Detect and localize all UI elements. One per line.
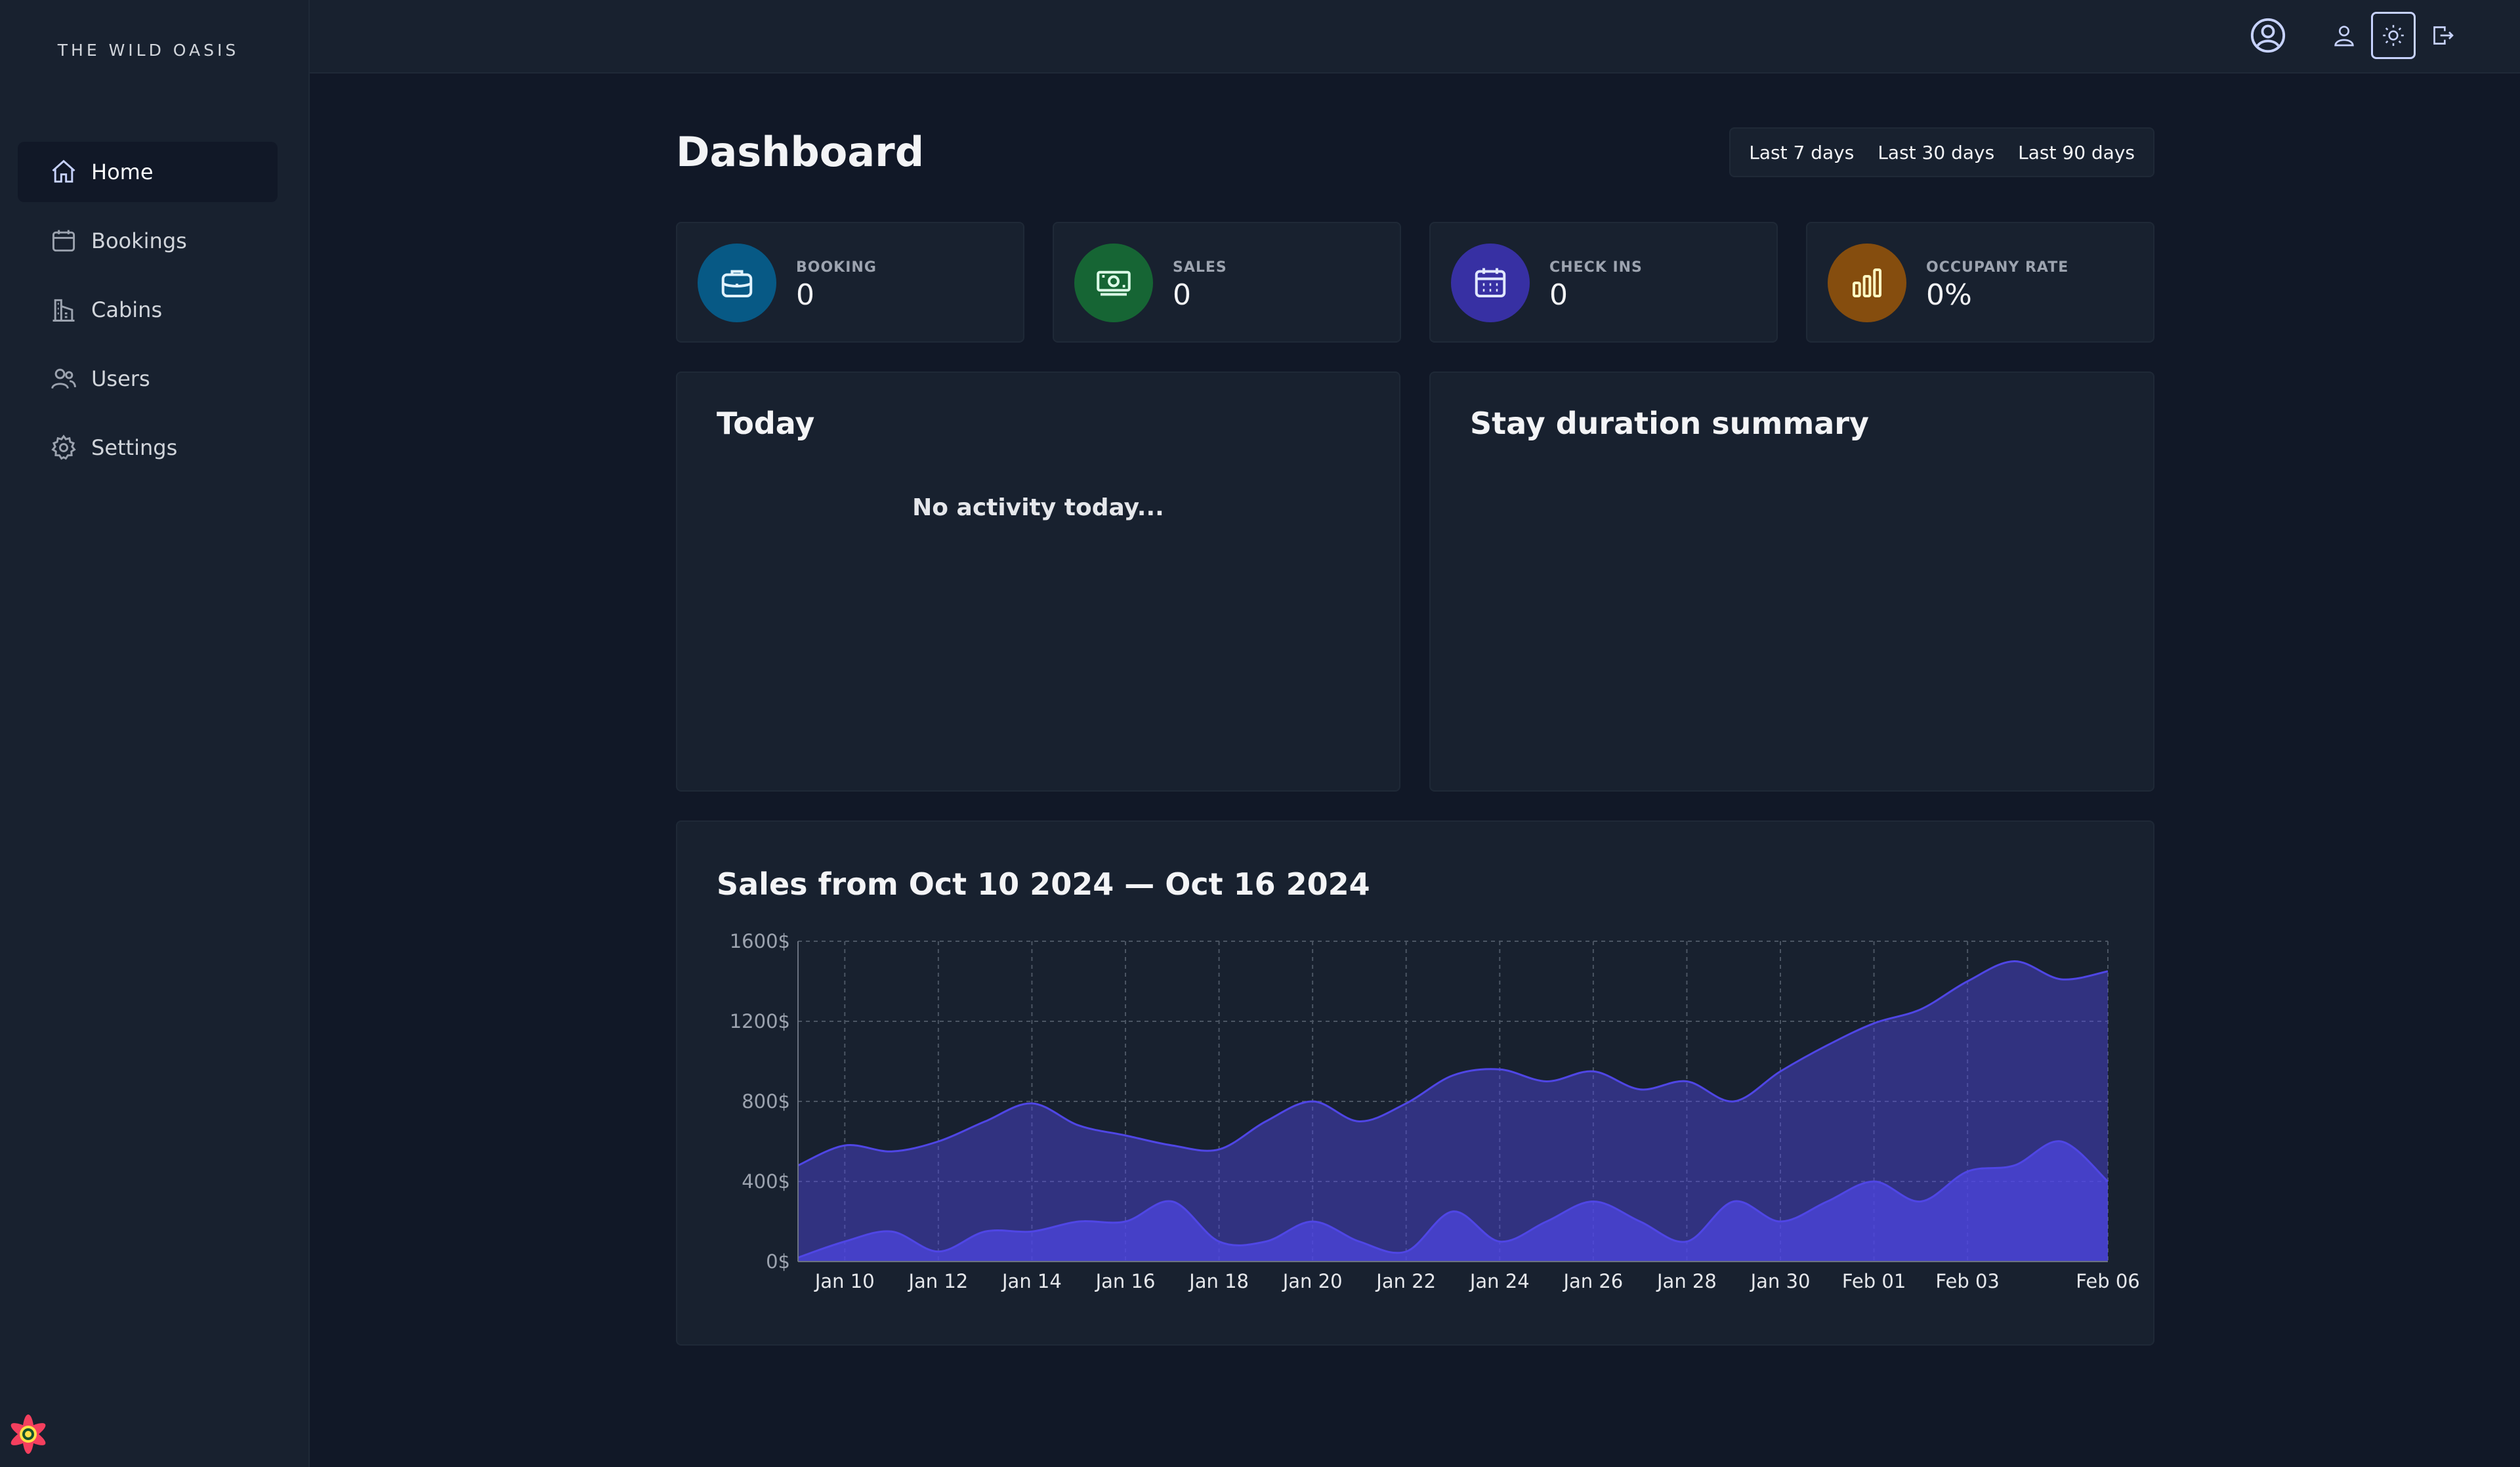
y-tick-label: 800$ (742, 1090, 790, 1113)
stat-label: OCCUPANY RATE (1926, 259, 2069, 276)
x-tick-label: Jan 16 (1095, 1270, 1156, 1292)
stat-bookings: BOOKING 0 (676, 222, 1024, 343)
series-area (798, 1141, 2108, 1262)
sidebar-item-home[interactable]: Home (18, 142, 278, 202)
y-tick-label: 1200$ (730, 1010, 790, 1032)
stat-value: 0 (1173, 278, 1191, 312)
home-icon (52, 159, 75, 183)
sidebar-item-label: Home (91, 159, 154, 184)
dark-mode-toggle[interactable] (2371, 12, 2416, 59)
x-tick-label: Jan 24 (1469, 1270, 1530, 1292)
x-tick-label: Jan 12 (907, 1270, 968, 1292)
today-title: Today (717, 406, 815, 441)
sidebar-item-settings[interactable]: Settings (18, 417, 278, 478)
x-tick-label: Feb 06 (2076, 1270, 2139, 1292)
stay-duration-panel: Stay duration summary (1429, 372, 2154, 792)
stat-icon-circle (1074, 244, 1153, 322)
y-tick-label: 400$ (742, 1170, 790, 1193)
gear-icon (51, 435, 76, 460)
sales-chart-title: Sales from Oct 10 2024 — Oct 16 2024 (717, 866, 1370, 902)
account-button[interactable] (2322, 12, 2366, 59)
calendar-icon (52, 230, 75, 252)
logout-button[interactable] (2420, 12, 2465, 59)
filter-last-30-days[interactable]: Last 30 days (1868, 135, 2004, 170)
stat-check-ins: CHECK INS 0 (1429, 222, 1778, 343)
sidebar-item-users[interactable]: Users (18, 349, 278, 409)
x-tick-label: Jan 22 (1375, 1270, 1436, 1292)
briefcase-icon (721, 270, 753, 297)
sidebar-item-label: Cabins (91, 297, 163, 322)
x-tick-label: Feb 01 (1842, 1270, 1906, 1292)
app-logo[interactable]: THE WILD OASIS (57, 41, 240, 60)
stat-icon-circle (1451, 244, 1530, 322)
avatar[interactable] (2246, 12, 2290, 59)
users-icon (51, 368, 76, 389)
x-tick-label: Jan 30 (1750, 1270, 1811, 1292)
logout-icon (2433, 26, 2454, 45)
calendar-days-icon (1475, 268, 1506, 297)
x-tick-label: Jan 28 (1656, 1270, 1717, 1292)
react-query-devtools-icon[interactable] (5, 1411, 51, 1457)
sidebar-item-cabins[interactable]: Cabins (18, 280, 278, 340)
stat-value: 0% (1926, 278, 1972, 312)
sidebar: THE WILD OASIS Home Bookings Cabins User… (0, 0, 310, 1467)
sales-chart-panel: Sales from Oct 10 2024 — Oct 16 2024 0$ 4… (676, 820, 2154, 1346)
stat-value: 0 (796, 278, 814, 312)
page-title: Dashboard (676, 128, 925, 176)
stat-occupancy-rate: OCCUPANY RATE 0% (1806, 222, 2154, 343)
stat-label: CHECK INS (1549, 259, 1643, 276)
series-line (797, 960, 2109, 1166)
x-tick-label: Jan 20 (1282, 1270, 1343, 1292)
stat-label: SALES (1173, 259, 1227, 276)
user-circle-icon (2250, 18, 2286, 53)
sales-area-chart: 0$ 400$ 800$ 1200$ 1600$ Jan 10 Jan 12 Jan 14 Ja… (730, 930, 2140, 1292)
stat-sales: SALES 0 (1053, 222, 1401, 343)
stay-duration-title: Stay duration summary (1470, 406, 1869, 441)
main-nav: Home Bookings Cabins Users Settings (18, 142, 278, 486)
header (310, 0, 2520, 74)
series-area (798, 961, 2108, 1262)
stat-value: 0 (1549, 278, 1568, 312)
x-tick-label: Jan 10 (814, 1270, 875, 1292)
building-icon (52, 299, 75, 322)
sidebar-item-label: Settings (91, 435, 178, 460)
filter-last-90-days[interactable]: Last 90 days (2009, 135, 2144, 170)
y-tick-label: 0$ (766, 1250, 790, 1273)
today-panel: Today No activity today... (676, 372, 1400, 792)
sidebar-item-bookings[interactable]: Bookings (18, 211, 278, 271)
stat-label: BOOKING (796, 259, 877, 276)
filter-last-7-days[interactable]: Last 7 days (1740, 135, 1863, 170)
sun-icon (2383, 25, 2404, 46)
stats-row: BOOKING 0 SALES 0 CHECK INS 0 OCCUPANY R… (676, 222, 2154, 343)
y-tick-label: 1600$ (730, 930, 790, 952)
chart-bar-icon (1853, 268, 1881, 297)
sidebar-item-label: Users (91, 366, 150, 391)
no-activity-text: No activity today... (912, 494, 1164, 521)
banknotes-icon (1097, 270, 1131, 296)
x-tick-label: Jan 14 (1001, 1270, 1062, 1292)
user-icon (2334, 26, 2354, 47)
stat-icon-circle (698, 244, 776, 322)
x-tick-label: Jan 18 (1188, 1270, 1249, 1292)
series-line (797, 1140, 2109, 1259)
date-filter: Last 7 days Last 30 days Last 90 days (1729, 127, 2154, 177)
x-tick-label: Jan 26 (1562, 1270, 1623, 1292)
x-tick-label: Feb 03 (1935, 1270, 1999, 1292)
sidebar-item-label: Bookings (91, 228, 187, 253)
stat-icon-circle (1828, 244, 1906, 322)
